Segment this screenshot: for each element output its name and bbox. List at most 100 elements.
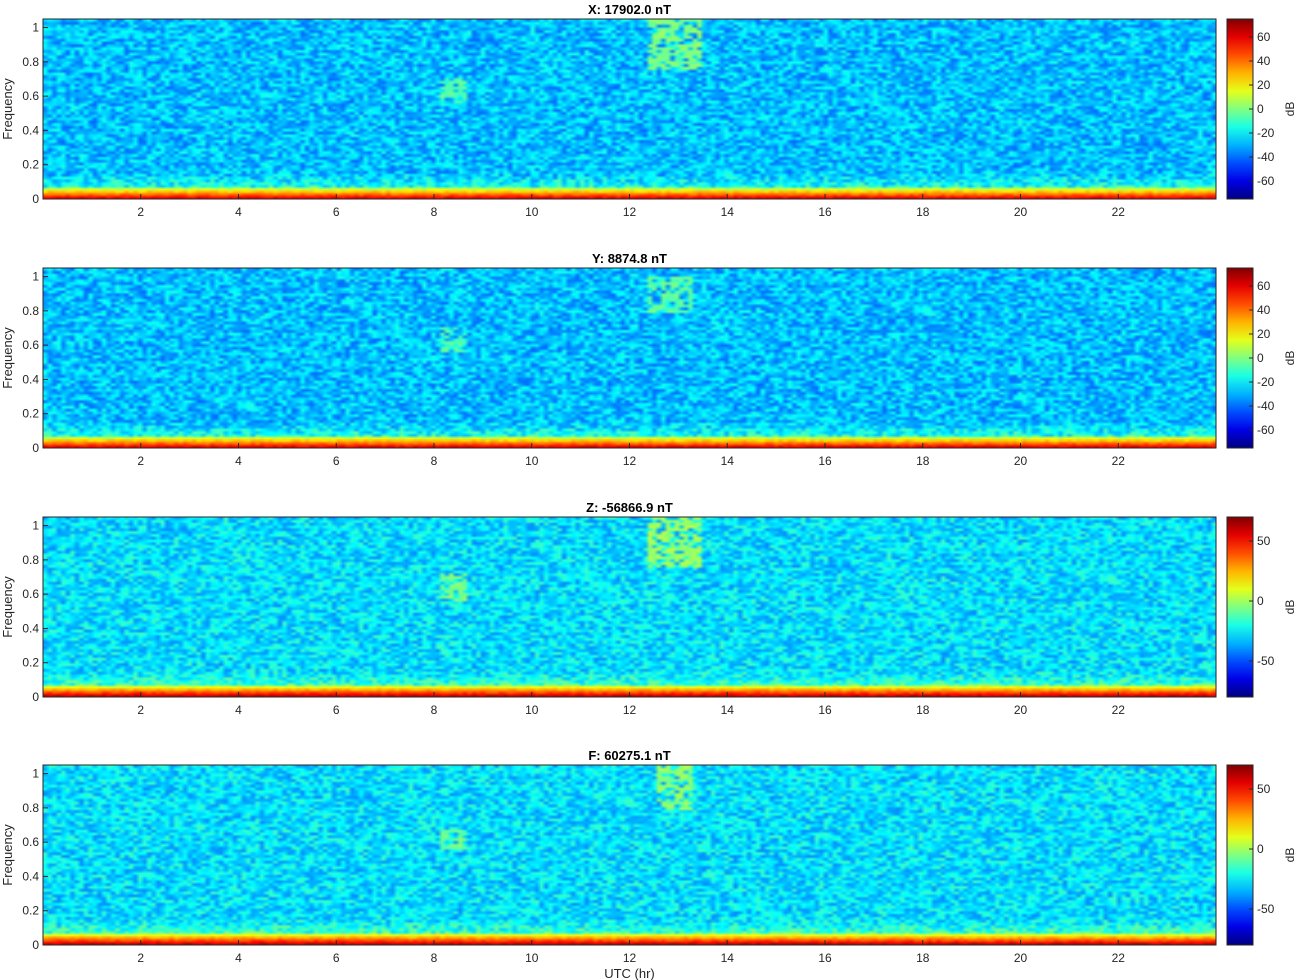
colorbar-tick-label: 50 bbox=[1257, 534, 1271, 548]
colorbar-tick-label: -50 bbox=[1257, 654, 1275, 668]
y-tick-label: 0 bbox=[32, 192, 39, 206]
spectrogram-heatmap bbox=[43, 19, 1216, 199]
x-tick-label: 22 bbox=[1112, 703, 1126, 717]
x-tick-label: 6 bbox=[333, 703, 340, 717]
colorbar-gradient bbox=[1226, 267, 1254, 449]
colorbar-tick-label: 0 bbox=[1257, 594, 1264, 608]
x-tick-label: 14 bbox=[721, 454, 735, 468]
colorbar-gradient bbox=[1226, 516, 1254, 698]
colorbar-label: dB bbox=[1283, 600, 1297, 615]
y-tick-label: 1 bbox=[32, 21, 39, 35]
colorbar-tick-label: 20 bbox=[1257, 78, 1271, 92]
x-tick-label: 22 bbox=[1112, 205, 1126, 219]
y-tick-label: 0.6 bbox=[22, 835, 39, 849]
colorbar: -50 0 50 dB bbox=[1226, 764, 1297, 946]
y-tick-label: 0.4 bbox=[22, 372, 39, 386]
colorbar-tick-label: 40 bbox=[1257, 54, 1271, 68]
x-tick-label: 18 bbox=[916, 951, 930, 965]
x-tick-label: 22 bbox=[1112, 951, 1126, 965]
x-tick-label: 10 bbox=[525, 951, 539, 965]
x-tick-label: 18 bbox=[916, 454, 930, 468]
colorbar-label: dB bbox=[1283, 102, 1297, 117]
colorbar-tick-label: 60 bbox=[1257, 279, 1271, 293]
x-tick-label: 16 bbox=[818, 703, 832, 717]
y-tick-label: 1 bbox=[32, 519, 39, 533]
x-tick-label: 20 bbox=[1014, 454, 1028, 468]
x-tick-label: 18 bbox=[916, 703, 930, 717]
x-tick-label: 6 bbox=[333, 951, 340, 965]
x-axis-label: UTC (hr) bbox=[604, 966, 655, 980]
y-tick-label: 1 bbox=[32, 270, 39, 284]
colorbar: -50 0 50 dB bbox=[1226, 516, 1297, 698]
colorbar: -60 -40 -20 0 20 40 60 dB bbox=[1226, 18, 1297, 200]
y-tick-label: 0 bbox=[32, 441, 39, 455]
colorbar-tick-label: 0 bbox=[1257, 102, 1264, 116]
y-tick-label: 0.6 bbox=[22, 587, 39, 601]
y-tick-label: 0.4 bbox=[22, 869, 39, 883]
y-tick-label: 0.6 bbox=[22, 89, 39, 103]
x-tick-label: 20 bbox=[1014, 205, 1028, 219]
y-tick-label: 0 bbox=[32, 690, 39, 704]
colorbar-tick-label: 40 bbox=[1257, 303, 1271, 317]
x-tick-label: 8 bbox=[431, 205, 438, 219]
y-tick-label: 0.2 bbox=[22, 158, 39, 172]
y-axis-label: Frequency bbox=[0, 78, 15, 140]
x-tick-label: 6 bbox=[333, 205, 340, 219]
x-tick-label: 2 bbox=[137, 205, 144, 219]
y-tick-label: 0.8 bbox=[22, 304, 39, 318]
y-tick-label: 0.8 bbox=[22, 55, 39, 69]
x-tick-label: 2 bbox=[137, 951, 144, 965]
colorbar-tick-label: -60 bbox=[1257, 174, 1275, 188]
colorbar-label: dB bbox=[1283, 848, 1297, 863]
y-tick-label: 0.2 bbox=[22, 904, 39, 918]
x-tick-label: 16 bbox=[818, 205, 832, 219]
panel-title: Z: -56866.9 nT bbox=[586, 500, 673, 515]
colorbar-tick-label: 20 bbox=[1257, 327, 1271, 341]
x-tick-label: 16 bbox=[818, 951, 832, 965]
x-tick-label: 8 bbox=[431, 951, 438, 965]
colorbar-tick-label: 50 bbox=[1257, 782, 1271, 796]
colorbar-tick-label: -20 bbox=[1257, 375, 1275, 389]
y-tick-label: 0 bbox=[32, 938, 39, 952]
panel-title: F: 60275.1 nT bbox=[588, 748, 670, 763]
colorbar-tick-label: -40 bbox=[1257, 150, 1275, 164]
y-axis-label: Frequency bbox=[0, 576, 15, 638]
x-tick-label: 12 bbox=[623, 205, 637, 219]
colorbar-tick-label: 0 bbox=[1257, 842, 1264, 856]
y-tick-label: 0.8 bbox=[22, 801, 39, 815]
x-tick-label: 12 bbox=[623, 454, 637, 468]
x-tick-label: 14 bbox=[721, 703, 735, 717]
x-tick-label: 18 bbox=[916, 205, 930, 219]
colorbar-tick-label: -50 bbox=[1257, 902, 1275, 916]
colorbar-tick-label: -60 bbox=[1257, 423, 1275, 437]
x-tick-label: 10 bbox=[525, 454, 539, 468]
x-tick-label: 12 bbox=[623, 703, 637, 717]
colorbar-gradient bbox=[1226, 764, 1254, 946]
panel-title: X: 17902.0 nT bbox=[588, 2, 671, 17]
y-tick-label: 1 bbox=[32, 767, 39, 781]
x-tick-label: 6 bbox=[333, 454, 340, 468]
x-tick-label: 14 bbox=[721, 205, 735, 219]
colorbar-tick-label: 60 bbox=[1257, 30, 1271, 44]
spectrogram-heatmap bbox=[43, 268, 1216, 448]
x-tick-label: 4 bbox=[235, 703, 242, 717]
x-tick-label: 22 bbox=[1112, 454, 1126, 468]
x-tick-label: 20 bbox=[1014, 951, 1028, 965]
x-tick-label: 4 bbox=[235, 951, 242, 965]
x-tick-label: 10 bbox=[525, 703, 539, 717]
x-tick-label: 14 bbox=[721, 951, 735, 965]
x-tick-label: 16 bbox=[818, 454, 832, 468]
x-tick-label: 20 bbox=[1014, 703, 1028, 717]
y-tick-label: 0.4 bbox=[22, 621, 39, 635]
spectrogram-heatmap bbox=[43, 517, 1216, 697]
y-tick-label: 0.6 bbox=[22, 338, 39, 352]
colorbar-label: dB bbox=[1283, 351, 1297, 366]
x-tick-label: 12 bbox=[623, 951, 637, 965]
y-tick-label: 0.4 bbox=[22, 123, 39, 137]
colorbar: -60 -40 -20 0 20 40 60 dB bbox=[1226, 267, 1297, 449]
colorbar-tick-label: 0 bbox=[1257, 351, 1264, 365]
spectrogram-heatmap bbox=[43, 765, 1216, 945]
